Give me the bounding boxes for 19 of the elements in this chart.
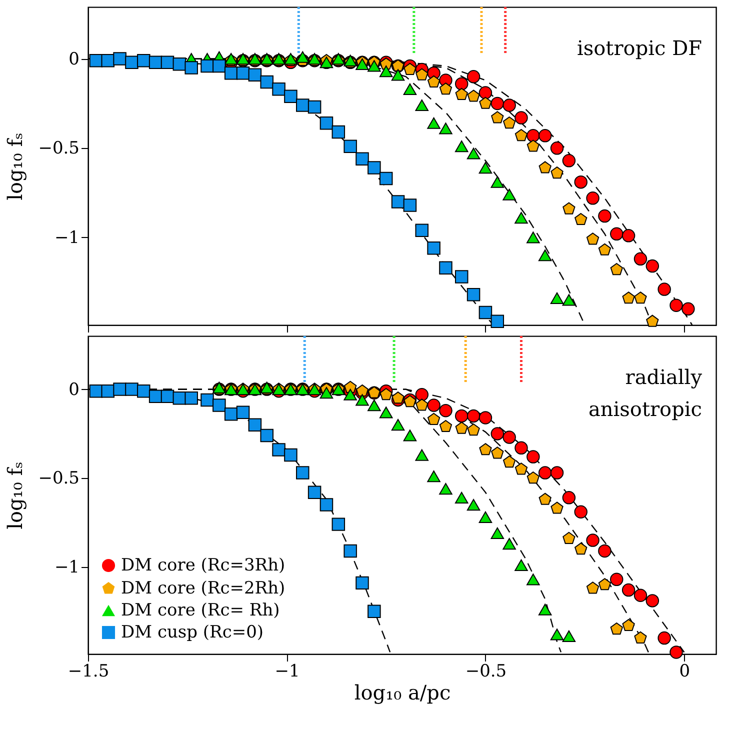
y-axis-title: log₁₀ fₛ	[3, 462, 28, 530]
annotation: isotropic DF	[576, 36, 702, 60]
y-tick-label: −0.5	[38, 138, 80, 159]
legend-label: DM cusp (Rc=0)	[121, 622, 264, 642]
x-axis-title: log₁₀ a/pc	[354, 680, 451, 704]
legend-label: DM core (Rc=2Rh)	[121, 578, 286, 598]
y-tick-label: −0.5	[38, 468, 80, 489]
y-axis-title: log₁₀ fₛ	[3, 132, 28, 200]
x-tick-label: −1	[274, 662, 300, 682]
legend-label: DM core (Rc= Rh)	[121, 600, 280, 620]
y-tick-label: −1	[54, 228, 80, 248]
y-tick-label: 0	[68, 380, 80, 400]
y-tick-label: −1	[54, 557, 80, 578]
legend-label: DM core (Rc=3Rh)	[121, 556, 286, 576]
x-tick-label: −1.5	[68, 662, 110, 682]
x-tick-label: 0	[679, 662, 690, 682]
x-tick-label: −0.5	[465, 662, 507, 682]
y-tick-label: 0	[68, 49, 80, 70]
annotation: radially anisotropic	[588, 364, 703, 421]
